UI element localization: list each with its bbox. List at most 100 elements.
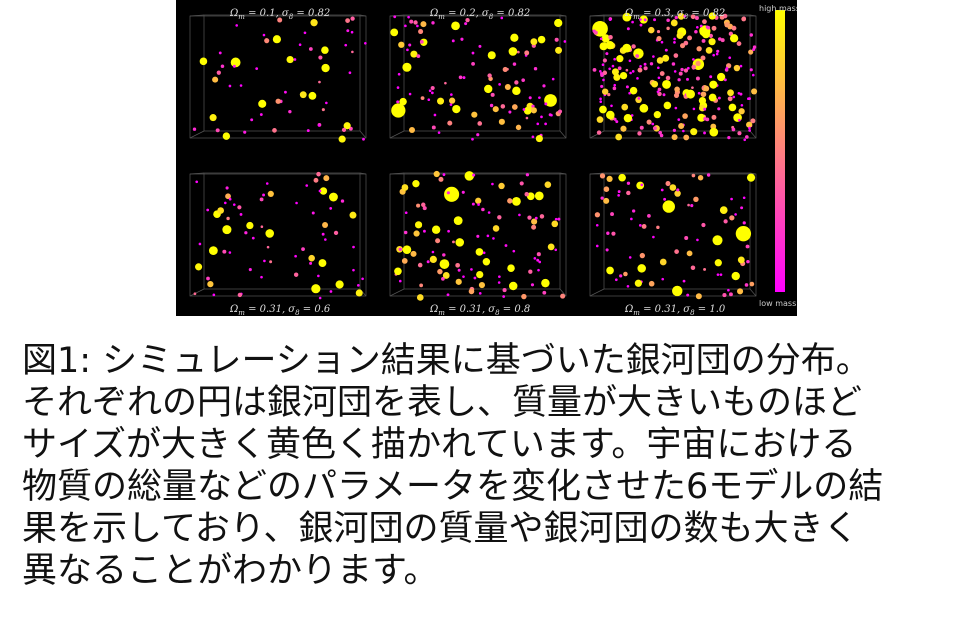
cluster-dot xyxy=(752,45,757,49)
cluster-dot xyxy=(410,50,418,58)
label-subscript: 8 xyxy=(489,13,494,21)
cluster-dot xyxy=(497,215,502,220)
cluster-dot xyxy=(702,19,707,25)
cluster-dot xyxy=(416,294,424,301)
cluster-dot xyxy=(498,275,501,279)
cluster-dot xyxy=(716,273,720,276)
cluster-dot xyxy=(615,133,623,141)
cluster-dot xyxy=(628,91,631,95)
cluster-dot xyxy=(639,103,649,113)
cluster-dot xyxy=(659,258,667,266)
cluster-dot xyxy=(464,171,475,181)
cluster-dot xyxy=(408,92,412,96)
cluster-dot xyxy=(311,211,315,215)
cluster-dot xyxy=(736,41,742,47)
cube-edge xyxy=(189,173,367,297)
label-text: Ω xyxy=(624,304,633,315)
cluster-dot xyxy=(431,225,441,234)
cluster-dot xyxy=(631,20,634,24)
cluster-dot xyxy=(298,43,302,46)
cluster-dot xyxy=(522,108,526,111)
cluster-dot xyxy=(321,46,329,54)
cluster-dot xyxy=(606,266,614,275)
panel: Ωm = 0.2, σ8 = 0.82 xyxy=(389,8,567,143)
cluster-dot xyxy=(398,247,402,252)
cluster-dot xyxy=(746,121,753,128)
cluster-dot xyxy=(652,235,655,239)
cluster-dot xyxy=(592,68,597,72)
label-subscript: m xyxy=(238,309,245,316)
cluster-dot xyxy=(672,128,677,132)
cluster-dot xyxy=(697,174,704,181)
cluster-dot xyxy=(680,43,686,49)
cluster-dot xyxy=(391,103,406,118)
cluster-dot xyxy=(683,40,689,46)
cluster-dot xyxy=(502,295,506,298)
cluster-dot xyxy=(732,95,736,99)
cluster-dot xyxy=(737,131,742,136)
cluster-dot xyxy=(739,64,743,68)
cluster-dot xyxy=(484,84,493,94)
cluster-dot xyxy=(700,55,706,61)
cluster-dot xyxy=(455,238,465,247)
cluster-dot xyxy=(748,126,751,130)
cluster-dot xyxy=(631,44,636,49)
cluster-dot xyxy=(512,86,521,96)
cluster-dot xyxy=(639,125,644,130)
cube-edge xyxy=(589,173,757,297)
cluster-dot xyxy=(596,116,604,123)
label-subscript: 8 xyxy=(690,309,695,316)
cluster-dot xyxy=(717,107,721,111)
cluster-dot xyxy=(611,68,619,76)
cluster-dot xyxy=(540,115,543,119)
cluster-dot xyxy=(626,27,630,31)
cluster-dot xyxy=(450,93,453,96)
label-text: = 0.1, σ xyxy=(245,8,290,19)
cluster-dot xyxy=(526,102,534,110)
cluster-dot xyxy=(431,21,435,25)
cluster-dot xyxy=(277,17,283,23)
cluster-dot xyxy=(608,67,611,71)
cluster-dot xyxy=(656,225,660,230)
cluster-dot xyxy=(554,248,558,252)
panel-label: Ωm = 0.2, σ8 = 0.82 xyxy=(429,8,530,21)
cluster-dot xyxy=(725,67,729,70)
cluster-dot xyxy=(600,196,604,200)
cluster-dot xyxy=(530,38,538,46)
cluster-dot xyxy=(551,220,559,228)
cluster-dot xyxy=(676,32,684,39)
cluster-dot xyxy=(666,26,670,31)
cluster-dot xyxy=(209,114,217,122)
cluster-dot xyxy=(193,292,197,296)
cluster-dot xyxy=(695,60,701,67)
cluster-dot xyxy=(673,70,677,73)
cluster-dot xyxy=(422,206,427,211)
cluster-dot xyxy=(726,63,732,69)
cluster-dot xyxy=(729,215,735,221)
cluster-dot xyxy=(481,207,485,212)
panel-label: Ωm = 0.3, σ8 = 0.82 xyxy=(624,8,725,21)
cluster-dot xyxy=(669,184,677,191)
cluster-dot xyxy=(446,191,450,195)
cluster-dot xyxy=(620,125,627,132)
cluster-dot xyxy=(625,68,629,72)
cluster-dot xyxy=(535,134,543,143)
cluster-dot xyxy=(596,28,605,37)
cluster-dot xyxy=(498,182,505,190)
cluster-dot xyxy=(599,97,602,101)
cluster-dot xyxy=(673,92,680,98)
cluster-dot xyxy=(500,16,504,20)
cluster-dot xyxy=(524,192,529,197)
cluster-dot xyxy=(648,280,655,287)
label-text: Ω xyxy=(229,304,238,315)
cluster-dot xyxy=(665,181,671,187)
cluster-dot xyxy=(639,15,648,24)
cluster-dot xyxy=(262,193,265,197)
cluster-dot xyxy=(672,285,683,297)
cluster-dot xyxy=(471,137,474,141)
cluster-dot xyxy=(396,100,400,104)
cube-edge xyxy=(559,172,567,175)
cluster-dot xyxy=(418,28,424,35)
cluster-dot xyxy=(502,288,507,293)
cluster-dot xyxy=(416,54,421,58)
